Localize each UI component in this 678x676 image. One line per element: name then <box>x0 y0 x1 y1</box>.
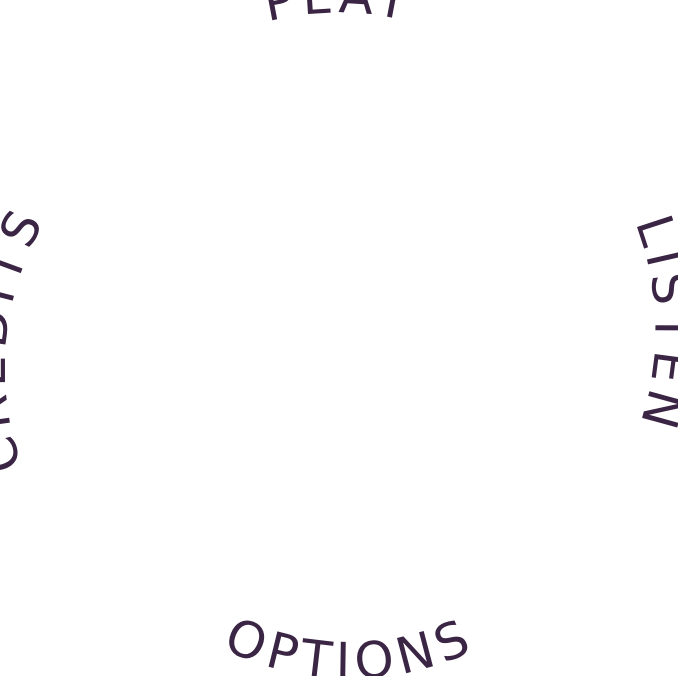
menu-item-play[interactable]: PLAY <box>245 0 435 52</box>
menu-item-listen[interactable]: LISTEN <box>618 208 678 448</box>
menu-item-credits[interactable]: CREDITS <box>0 196 72 495</box>
menu-item-options[interactable]: OPTIONS <box>205 595 500 676</box>
